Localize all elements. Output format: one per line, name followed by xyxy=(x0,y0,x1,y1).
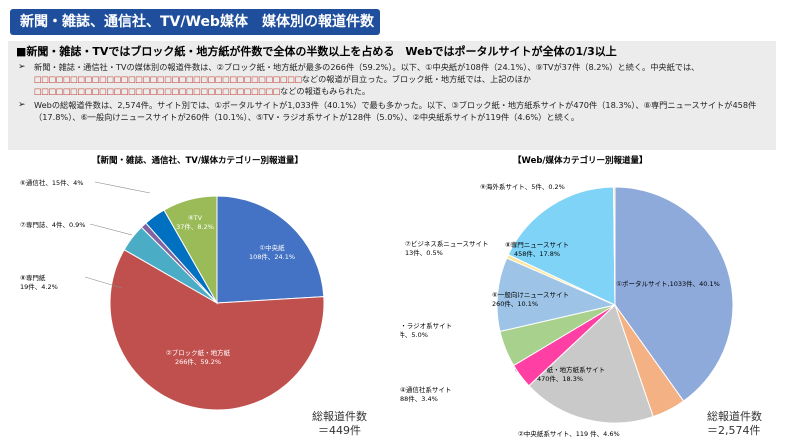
chart2-data-label-8: ⑧専門ニュースサイト 458件、17.8% xyxy=(505,240,569,258)
chart2-data-label-5: ⑤TV・ラジオ系サイト128件、5.0% xyxy=(400,321,452,339)
chart-2-title: 【Web/媒体カテゴリー別報道量】 xyxy=(513,156,648,166)
chart1-leader-line-3 xyxy=(84,276,123,289)
chart-2-total-label: 総報道件数 xyxy=(707,410,762,423)
chart1-leader-line-5 xyxy=(94,181,151,194)
redacted-text-b: □□□□□□□□□□□□□□□□□□□□□□□□□□□□□□□□□□ xyxy=(34,86,281,96)
chart-1-total: 総報道件数 ＝449件 xyxy=(312,410,367,438)
chart1-slice-2 xyxy=(109,249,325,411)
chart2-slice-9 xyxy=(613,186,616,306)
chart2-slice-3 xyxy=(528,304,654,424)
chart1-data-label-4: ⑦専門誌、4件、0.9% xyxy=(20,220,85,229)
chart2-data-label-6: ⑥一般向けニュースサイト 260件、10.1% xyxy=(492,290,569,308)
chart1-data-label-6: ⑨TV 37件、8.2% xyxy=(176,214,214,231)
chart2-data-label-7: ⑦ビジネス系ニュースサイト 13件、0.5% xyxy=(405,239,489,257)
chart-2-total-value: ＝2,574件 xyxy=(707,424,761,437)
bullet2-text: Webの総報道件数は、2,574件。サイト別では、①ポータルサイトが1,033件… xyxy=(34,100,757,122)
bullet1-end-text: などの報道もみられた。 xyxy=(280,86,371,96)
redacted-text-a: □□□□□□□□□□□□□□□□□□□□□□□□□□□□□□□□□□□□□ xyxy=(34,74,302,84)
bullet1-text: 新聞・雑誌・通信社・TVの媒体別の報道件数は、②ブロック紙・地方紙が最多の266… xyxy=(34,62,700,72)
chart2-data-label-4: ④通信社系サイト 88件、3.4% xyxy=(400,385,451,403)
chart2-slice-8 xyxy=(507,186,616,306)
chart-1-total-value: ＝449件 xyxy=(318,424,361,437)
arrow-bullet-icon: ➢ xyxy=(18,62,26,72)
chart1-data-label-3: ⑧専門紙 19件、4.2% xyxy=(20,273,58,291)
chart2-slice-1 xyxy=(614,186,734,402)
chart1-slice-1 xyxy=(216,195,325,304)
chart1-data-label-5: ⑥通信社、15件、4% xyxy=(20,178,83,187)
arrow-bullet-icon: ➢ xyxy=(18,100,26,110)
web-media-pie-chart: ①ポータルサイト,1033件、40.1% ②中央紙系サイト、119 件、4.6% ③… xyxy=(400,182,734,438)
chart1-data-label-1: ①中央紙 108件、24.1% xyxy=(249,243,295,261)
print-media-pie-chart: ①中央紙 108件、24.1% ②ブロック紙・地方紙 266件、59.2% ⑧専門紙 19… xyxy=(20,178,325,411)
chart2-data-label-9: ⑨海外系サイト、5件、0.2% xyxy=(480,182,565,191)
chart1-leader-line-4 xyxy=(89,223,133,236)
bullet1-mid-text: などの報道が目立った。ブロック紙・地方紙では、上記のほか xyxy=(301,74,531,84)
chart1-data-label-2: ②ブロック紙・地方紙 266件、59.2% xyxy=(166,348,231,366)
chart-1-title: 【新聞・雑誌、通信社、TV/媒体カテゴリー別報道量】 xyxy=(92,156,303,166)
page-title: 新聞・雑誌、通信社、TV/Web媒体 媒体別の報道件数 xyxy=(10,9,380,35)
summary-box: ■新聞・雑誌・TVではブロック紙・地方紙が件数で全体の半数以上を占める Webで… xyxy=(8,41,776,150)
chart-2-total: 総報道件数 ＝2,574件 xyxy=(707,410,762,438)
summary-bullet-2: ➢ Webの総報道件数は、2,574件。サイト別では、①ポータルサイトが1,03… xyxy=(16,99,768,123)
chart2-data-label-1: ①ポータルサイト,1033件、40.1% xyxy=(616,279,720,288)
chart-1-total-label: 総報道件数 xyxy=(312,410,367,423)
chart2-slice-6 xyxy=(496,257,617,333)
chart1-slice-6 xyxy=(163,195,218,305)
chart2-data-label-2: ②中央紙系サイト、119 件、4.6% xyxy=(518,429,620,438)
chart2-data-label-3: ③ブロック紙・地方紙系サイト 470件、18.3% xyxy=(515,365,605,383)
summary-headline: ■新聞・雑誌・TVではブロック紙・地方紙が件数で全体の半数以上を占める Webで… xyxy=(16,45,617,58)
summary-bullet-1: ➢ 新聞・雑誌・通信社・TVの媒体別の報道件数は、②ブロック紙・地方紙が最多の2… xyxy=(16,61,768,97)
